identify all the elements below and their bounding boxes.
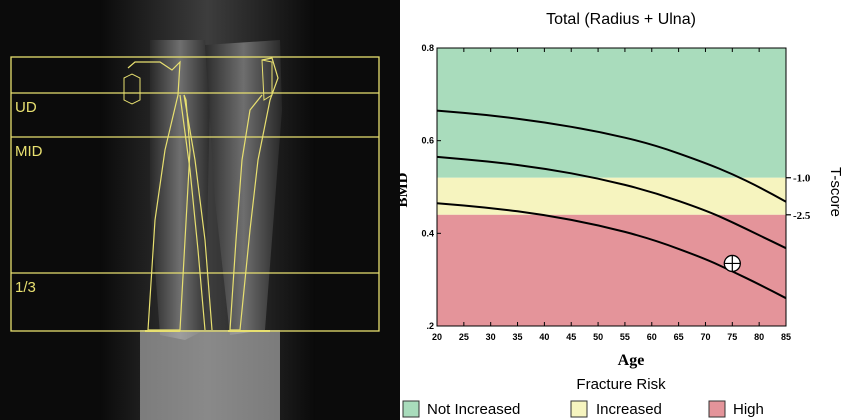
risk-band-0 [437, 48, 786, 178]
t-score-axis-label: T-score [827, 167, 841, 217]
radius-outline [229, 57, 279, 331]
y-tick-label-2: 0.6 [421, 136, 434, 146]
ulna-bone [150, 40, 210, 340]
y-tick-label-0: .2 [426, 321, 434, 331]
legend-label-not-increased: Not Increased [427, 401, 520, 418]
x-tick-label-9: 65 [674, 332, 684, 342]
x-axis-ticks: 20 25 30 35 40 45 50 55 60 65 70 75 80 85 [432, 48, 791, 342]
x-tick-label-10: 70 [700, 332, 710, 342]
region-box-outer [10, 56, 380, 332]
region-label-one-third: 1/3 [15, 279, 36, 296]
x-tick-label-12: 80 [754, 332, 764, 342]
plot-frame [436, 47, 787, 327]
y-axis-label: BMD [400, 172, 411, 207]
reference-curve-0 [436, 109, 787, 203]
t-score-ticks: -1.0 -2.5 [786, 173, 811, 222]
legend-label-high: High [733, 401, 764, 418]
x-tick-label-3: 35 [513, 332, 523, 342]
chart-title: Total (Radius + Ulna) [546, 11, 696, 28]
reference-curve-1 [436, 155, 787, 250]
patient-point-group [723, 254, 741, 273]
radius-bone [205, 40, 282, 335]
x-tick-label-5: 45 [566, 332, 576, 342]
x-tick-label-4: 40 [539, 332, 549, 342]
bmd-reference-chart: 20 25 30 35 40 45 50 55 60 65 70 75 80 85 .2 0.4 0.6 0.8… [400, 11, 841, 418]
x-tick-label-13: 85 [781, 332, 791, 342]
ulna-styloid-outline [123, 73, 141, 105]
x-tick-label-11: 75 [727, 332, 737, 342]
y-tick-label-1: 0.4 [421, 228, 434, 238]
risk-bands [437, 48, 786, 326]
reference-curve-2 [436, 202, 787, 300]
radius-styloid-outline [261, 59, 273, 101]
x-tick-label-6: 50 [593, 332, 603, 342]
legend-swatch-increased [570, 400, 588, 418]
region-label-mid: MID [15, 143, 43, 160]
x-tick-label-0: 20 [432, 332, 442, 342]
x-tick-label-7: 55 [620, 332, 630, 342]
risk-band-1 [437, 177, 786, 215]
x-tick-label-1: 25 [459, 332, 469, 342]
x-axis-label: Age [618, 352, 645, 369]
distal-bone-shaft [140, 330, 280, 420]
ulna-inner-outline [183, 94, 213, 331]
y-tick-label-3: 0.8 [421, 43, 434, 53]
forearm-scan-image: UD MID 1/3 [0, 0, 400, 420]
y-axis-ticks: .2 0.4 0.6 0.8 [421, 43, 441, 331]
reference-curves [436, 109, 787, 300]
region-label-ud: UD [15, 99, 37, 116]
t-score-label-1: -2.5 [793, 210, 811, 222]
x-tick-label-8: 60 [647, 332, 657, 342]
x-tick-label-2: 30 [486, 332, 496, 342]
legend-swatch-high [708, 400, 726, 418]
t-score-label-0: -1.0 [793, 173, 811, 185]
legend-swatch-not-increased [402, 400, 420, 418]
legend-title: Fracture Risk [576, 376, 666, 393]
legend-label-increased: Increased [596, 401, 662, 418]
radius-inner-outline [179, 94, 206, 331]
